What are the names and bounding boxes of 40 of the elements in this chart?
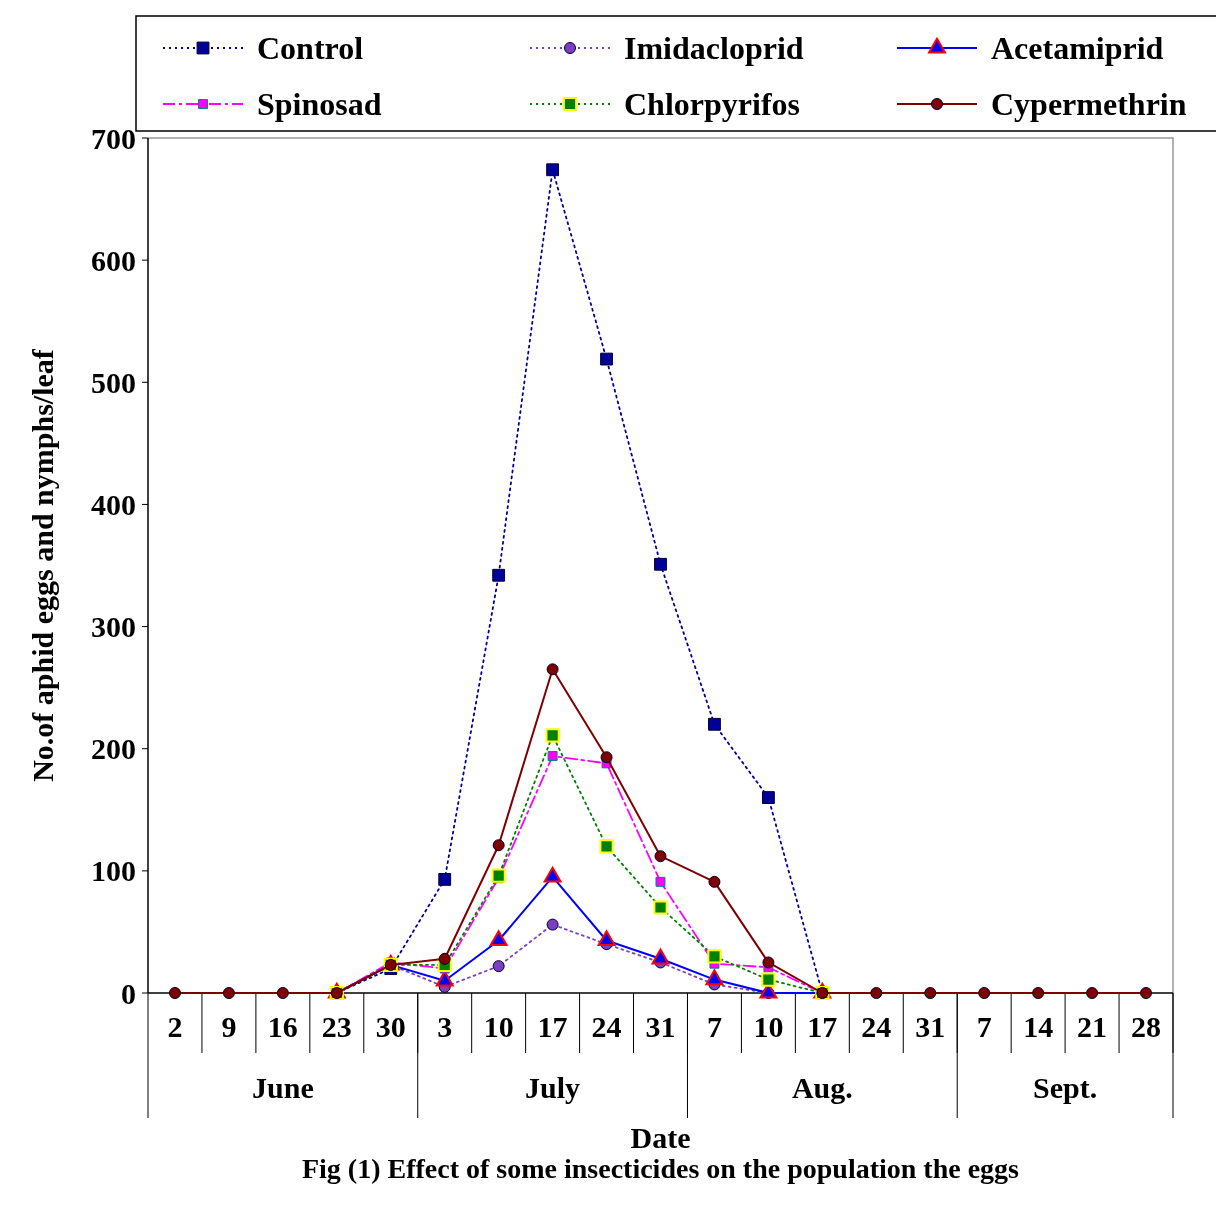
x-tick-label: 2	[167, 1010, 183, 1043]
text: July	[525, 1071, 581, 1104]
legend-label: Spinosad	[257, 86, 382, 123]
legend-label: Chlorpyrifos	[624, 86, 800, 123]
x-tick-label: 16	[267, 1010, 298, 1043]
x-tick-label: 24	[591, 1010, 622, 1043]
text: Fig (1) Effect of some insecticides on the population the eggs	[301, 1153, 1020, 1184]
y-tick-label: 600	[91, 243, 136, 277]
legend-label: Imidacloprid	[624, 30, 804, 67]
y-tick-label: 700	[91, 121, 136, 155]
x-tick-label: 7	[976, 1010, 992, 1043]
x-tick-label: 3	[437, 1010, 453, 1043]
y-tick-label: 0	[121, 976, 136, 1010]
y-tick-label: 400	[91, 487, 136, 521]
x-tick-label: 10	[753, 1010, 784, 1043]
y-tick-label: 200	[91, 732, 136, 766]
x-axis-title: Date	[630, 1121, 691, 1154]
y-axis-title: No.of aphid eggs and nymphs/leaf	[26, 348, 59, 782]
legend-label: Acetamiprid	[991, 30, 1164, 67]
x-tick-label: 17	[807, 1010, 838, 1043]
text: June	[252, 1071, 314, 1104]
x-tick-label: 10	[483, 1010, 514, 1043]
x-tick-label: 7	[706, 1010, 722, 1043]
text: Sept.	[1033, 1071, 1098, 1104]
x-tick-label: 23	[321, 1010, 352, 1043]
x-tick-label: 17	[537, 1010, 568, 1043]
x-tick-label: 31	[915, 1010, 946, 1043]
x-tick-label: 30	[375, 1010, 406, 1043]
legend-label: Control	[257, 30, 364, 67]
y-tick-label: 100	[91, 854, 136, 888]
x-tick-label: 31	[645, 1010, 676, 1043]
text: Aug.	[791, 1071, 853, 1104]
y-tick-label: 300	[91, 610, 136, 644]
x-tick-label: 14	[1023, 1010, 1054, 1043]
x-tick-label: 24	[861, 1010, 892, 1043]
y-tick-label: 500	[91, 365, 136, 399]
x-tick-label: 28	[1131, 1010, 1162, 1043]
legend-label: Cypermethrin	[991, 86, 1187, 123]
x-tick-label: 9	[221, 1010, 237, 1043]
x-tick-label: 21	[1077, 1010, 1108, 1043]
